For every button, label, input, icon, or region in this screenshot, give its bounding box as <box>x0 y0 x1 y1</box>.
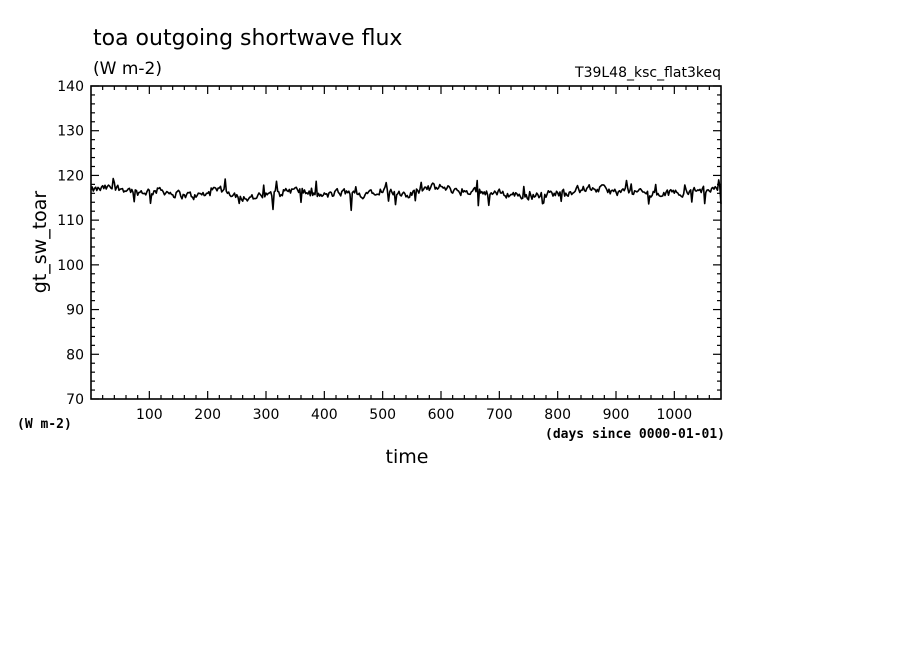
x-tick-label: 200 <box>194 407 221 423</box>
x-tick-label: 500 <box>369 407 396 423</box>
x-tick-label: 400 <box>311 407 338 423</box>
x-tick-label: 100 <box>136 407 163 423</box>
tick-labels: 70 80 90 100 110 120 130 140 100 200 300 400 500 600 7… <box>57 79 692 423</box>
chart-title: toa outgoing shortwave flux <box>93 26 402 51</box>
x-tick-label: 1000 <box>657 407 693 423</box>
y-tick-label: 70 <box>66 392 84 408</box>
x-tick-label: 900 <box>603 407 630 423</box>
x-tick-label: 600 <box>428 407 455 423</box>
chart-units: (W m-2) <box>93 59 162 79</box>
x-tick-label: 700 <box>486 407 513 423</box>
y-tick-label: 80 <box>66 347 84 363</box>
x-axis-units: (days since 0000-01-01) <box>545 427 725 442</box>
y-tick-label: 130 <box>57 124 84 140</box>
y-tick-label: 90 <box>66 303 84 319</box>
x-tick-label: 300 <box>253 407 280 423</box>
y-tick-label: 120 <box>57 168 84 184</box>
x-tick-label: 800 <box>544 407 571 423</box>
run-label: T39L48_ksc_flat3keq <box>574 65 721 81</box>
plot-frame <box>90 85 722 400</box>
y-tick-label: 100 <box>57 258 84 274</box>
y-tick-label: 110 <box>57 213 84 229</box>
y-tick-label: 140 <box>57 79 84 95</box>
series-line <box>90 177 722 212</box>
axis-ticks <box>91 85 721 400</box>
y-axis-units: (W m-2) <box>17 417 72 432</box>
x-axis-label: time <box>386 446 429 468</box>
y-axis-label: gt_sw_toar <box>29 191 51 294</box>
